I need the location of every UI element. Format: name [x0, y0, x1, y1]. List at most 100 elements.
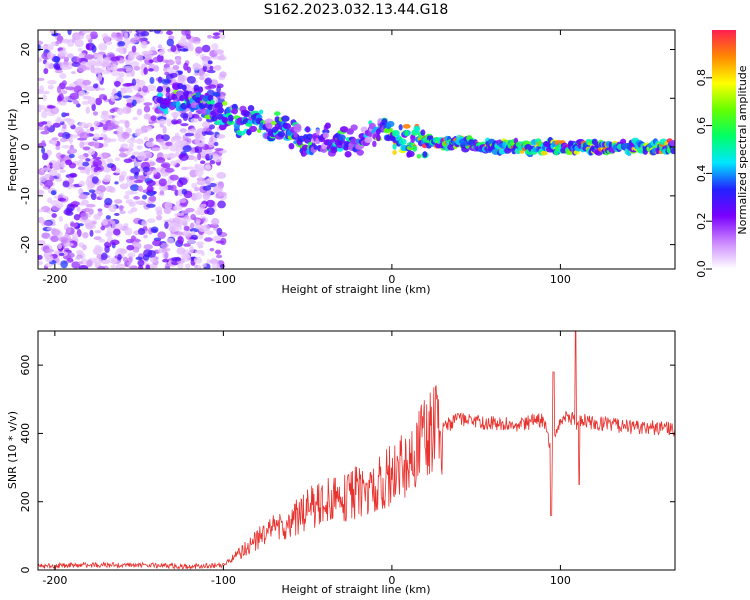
spectrogram-y-tick-label: 0 — [19, 144, 32, 151]
spectrogram-cell — [143, 102, 153, 106]
spectrogram-cell — [88, 148, 96, 156]
spectrogram-cell — [133, 163, 141, 167]
spectrogram-cell — [177, 262, 184, 269]
spectrogram-cell — [124, 190, 134, 196]
spectrogram-cell — [398, 124, 403, 131]
spectrogram-cell — [170, 160, 177, 166]
spectrogram-cell — [146, 218, 156, 224]
spectrogram-cell — [38, 105, 46, 111]
spectrogram-cell — [100, 133, 106, 138]
spectrogram-cell — [170, 184, 177, 192]
spectrogram-cell — [193, 41, 201, 45]
spectrogram-cell — [166, 30, 173, 36]
spectrogram-cell — [236, 130, 246, 136]
spectrogram-cell — [164, 201, 173, 210]
spectrogram-cell — [168, 226, 175, 232]
spectrogram-cell — [43, 67, 49, 75]
colorbar-label: Normalized spectral amplitude — [736, 65, 749, 234]
spectrogram-cell — [88, 189, 96, 193]
spectrogram-cell — [143, 244, 153, 250]
spectrogram-cell — [195, 209, 202, 216]
spectrogram-cell — [38, 260, 44, 266]
spectrogram-cell — [131, 99, 137, 107]
spectrogram-cell — [117, 253, 122, 261]
spectrogram-cell — [78, 261, 83, 265]
spectrogram-cell — [212, 32, 221, 36]
spectrogram-cell — [114, 157, 121, 162]
spectrogram-cell — [43, 125, 49, 132]
spectrogram-cell — [49, 30, 58, 34]
spectrogram-cell — [187, 129, 197, 134]
spectrogram-cell — [157, 231, 167, 240]
spectrogram-cell — [57, 197, 67, 202]
spectrogram-cell — [95, 97, 103, 106]
spectrogram-cell — [152, 239, 162, 247]
spectrogram-cell — [406, 150, 415, 158]
spectrogram-cell — [164, 263, 171, 269]
spectrogram-cell — [160, 242, 169, 249]
spectrogram-cell — [196, 241, 204, 247]
spectrogram-cell — [277, 131, 286, 138]
spectrogram-cell — [217, 56, 227, 61]
spectrogram-cell — [227, 114, 234, 122]
spectrogram-cell — [93, 236, 102, 241]
snr-x-tick-label: -200 — [42, 574, 67, 587]
spectrogram-cell — [214, 147, 224, 152]
spectrogram-cell — [137, 228, 146, 235]
spectrogram-cell — [110, 56, 121, 62]
spectrogram-cell — [171, 77, 176, 84]
spectrogram-cell — [136, 145, 143, 150]
spectrogram-cell — [422, 151, 428, 158]
spectrogram-cell — [202, 73, 210, 77]
spectrogram-cell — [39, 240, 46, 247]
spectrogram-cell — [38, 127, 46, 131]
spectrogram-cell — [169, 72, 178, 78]
spectrogram-cell — [216, 171, 227, 179]
spectrogram-cell — [129, 143, 134, 149]
spectrogram-x-tick-label: -100 — [211, 273, 236, 286]
spectrogram-cell — [57, 132, 64, 138]
spectrogram-cell — [118, 177, 124, 183]
spectrogram-cell — [212, 185, 223, 194]
spectrogram-cell — [78, 264, 89, 269]
spectrogram-cell — [93, 62, 104, 67]
snr-y-tick-label: 200 — [19, 491, 32, 512]
spectrogram-cell — [171, 93, 178, 101]
spectrogram-cell — [127, 252, 136, 258]
spectrogram-cell — [122, 106, 132, 115]
spectrogram-cell — [40, 45, 50, 50]
spectrogram-cell — [56, 101, 64, 105]
spectrogram-x-tick-label: 0 — [388, 273, 395, 286]
spectrogram-cell — [205, 85, 212, 90]
spectrogram-cell — [148, 137, 154, 142]
spectrogram-cell — [194, 186, 200, 192]
spectrogram-cell — [150, 226, 159, 234]
spectrogram-cell — [55, 145, 61, 151]
spectrogram-cell — [47, 79, 57, 85]
spectrogram-cell — [177, 74, 188, 83]
spectrogram-cell — [195, 249, 205, 254]
spectrogram-cell — [127, 30, 133, 34]
spectrogram-cell — [157, 247, 164, 254]
spectrogram-cell — [193, 264, 198, 268]
spectrogram-cell — [97, 87, 106, 91]
spectrogram-cell — [81, 100, 90, 105]
spectrogram-cell — [398, 138, 407, 145]
spectrogram-cell — [175, 200, 181, 206]
spectrogram-cell — [141, 194, 148, 200]
spectrogram-cell — [110, 264, 116, 269]
spectrogram-x-axis-label: Height of straight line (km) — [281, 283, 430, 296]
spectrogram-cell — [96, 68, 104, 74]
spectrogram-cell — [420, 129, 426, 136]
spectrogram-cell — [78, 187, 84, 196]
spectrogram-cell — [123, 194, 130, 200]
spectrogram-cell — [215, 240, 225, 244]
spectrogram-cell — [219, 264, 225, 269]
spectrogram-cell — [216, 83, 224, 89]
spectrogram-cell — [134, 200, 142, 205]
spectrogram-cell — [136, 79, 146, 88]
spectrogram-cell — [540, 150, 548, 156]
spectrogram-cell — [281, 115, 290, 122]
spectrogram-cell — [143, 136, 149, 141]
spectrogram-cell — [217, 107, 225, 114]
